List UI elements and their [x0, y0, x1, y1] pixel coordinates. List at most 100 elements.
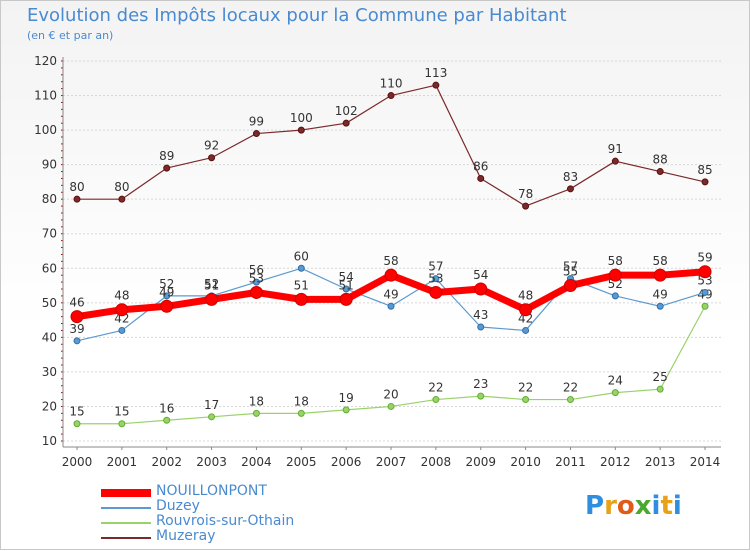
legend-label: Rouvrois-sur-Othain — [156, 513, 295, 529]
data-label: 53 — [428, 271, 443, 285]
data-point — [252, 130, 260, 138]
data-point — [432, 275, 440, 283]
data-label: 51 — [204, 278, 219, 292]
data-point — [611, 157, 619, 165]
data-point — [342, 406, 350, 414]
y-tick-label: 120 — [34, 54, 57, 68]
y-tick-label: 10 — [42, 434, 57, 448]
data-label: 22 — [518, 381, 533, 395]
data-point — [519, 303, 533, 317]
data-label: 22 — [428, 381, 443, 395]
x-tick-label: 2000 — [62, 455, 93, 469]
data-point — [297, 126, 305, 134]
data-point — [297, 264, 305, 272]
data-point — [163, 292, 171, 300]
x-tick-label: 2011 — [555, 455, 586, 469]
data-label: 86 — [473, 159, 488, 173]
y-tick-label: 20 — [42, 399, 57, 413]
data-label: 25 — [653, 370, 668, 384]
y-tick-label: 70 — [42, 227, 57, 241]
series-muzeray: 80 80 89 92 99 100 102 110 113 86 78 83 91 88 85 — [69, 66, 713, 210]
data-label: 58 — [653, 254, 668, 268]
data-label: 18 — [294, 394, 309, 408]
chart-title: Evolution des Impôts locaux pour la Comm… — [27, 5, 567, 26]
y-tick-label: 50 — [42, 296, 57, 310]
data-point — [208, 413, 216, 421]
logo-letter: i — [651, 491, 661, 521]
data-label: 39 — [69, 322, 84, 336]
data-point — [339, 292, 353, 306]
logo-letter: t — [660, 491, 673, 521]
data-point — [73, 420, 81, 428]
legend-swatch — [101, 489, 151, 497]
data-label: 99 — [249, 115, 264, 129]
series-nouillonpont: 46 48 49 51 53 51 51 58 53 54 48 55 58 58 59 — [69, 251, 713, 324]
data-point — [608, 268, 622, 282]
data-point — [522, 202, 530, 210]
data-point — [432, 81, 440, 89]
data-point — [701, 302, 709, 310]
data-point — [474, 282, 488, 296]
data-label: 16 — [159, 401, 174, 415]
data-label: 49 — [159, 285, 174, 299]
data-label: 17 — [204, 398, 219, 412]
data-point — [477, 174, 485, 182]
data-label: 48 — [518, 289, 533, 303]
data-point — [118, 195, 126, 203]
data-point — [118, 420, 126, 428]
data-label: 19 — [339, 391, 354, 405]
proxiti-logo: Proxiti — [585, 491, 682, 521]
x-tick-label: 2006 — [331, 455, 362, 469]
data-label: 18 — [249, 394, 264, 408]
data-point — [118, 326, 126, 334]
x-tick-label: 2007 — [376, 455, 407, 469]
data-label: 52 — [204, 277, 219, 291]
logo-letter: x — [634, 491, 652, 521]
logo-letter: P — [585, 491, 605, 521]
data-point — [698, 265, 712, 279]
data-point — [73, 337, 81, 345]
legend-label: Duzey — [156, 498, 200, 514]
data-label: 80 — [114, 180, 129, 194]
data-label: 85 — [697, 163, 712, 177]
x-tick-label: 2009 — [465, 455, 496, 469]
data-point — [611, 292, 619, 300]
y-tick-label: 90 — [42, 158, 57, 172]
data-point — [252, 278, 260, 286]
data-label: 59 — [697, 251, 712, 265]
data-label: 15 — [114, 405, 129, 419]
data-point — [432, 396, 440, 404]
y-tick-label: 40 — [42, 330, 57, 344]
data-label: 20 — [383, 387, 398, 401]
y-tick-label: 80 — [42, 192, 57, 206]
data-point — [342, 119, 350, 127]
data-point — [656, 385, 664, 393]
logo-letter: r — [604, 491, 617, 521]
data-label: 52 — [159, 277, 174, 291]
data-point — [429, 285, 443, 299]
data-label: 80 — [69, 180, 84, 194]
data-point — [656, 302, 664, 310]
logo-letter: o — [616, 491, 635, 521]
data-point — [387, 402, 395, 410]
data-point — [249, 285, 263, 299]
x-tick-label: 2014 — [690, 455, 721, 469]
data-label: 56 — [249, 263, 264, 277]
data-point — [477, 323, 485, 331]
data-point — [566, 185, 574, 193]
x-tick-label: 2012 — [600, 455, 631, 469]
data-label: 113 — [424, 66, 447, 80]
data-label: 57 — [428, 260, 443, 274]
data-point — [294, 292, 308, 306]
data-label: 89 — [159, 149, 174, 163]
x-tick-label: 2010 — [510, 455, 541, 469]
data-point — [477, 392, 485, 400]
data-label: 91 — [608, 142, 623, 156]
data-point — [701, 288, 709, 296]
data-label: 58 — [608, 254, 623, 268]
data-label: 24 — [608, 374, 623, 388]
data-label: 60 — [294, 249, 309, 263]
data-label: 23 — [473, 377, 488, 391]
y-tick-label: 30 — [42, 365, 57, 379]
data-point — [342, 285, 350, 293]
